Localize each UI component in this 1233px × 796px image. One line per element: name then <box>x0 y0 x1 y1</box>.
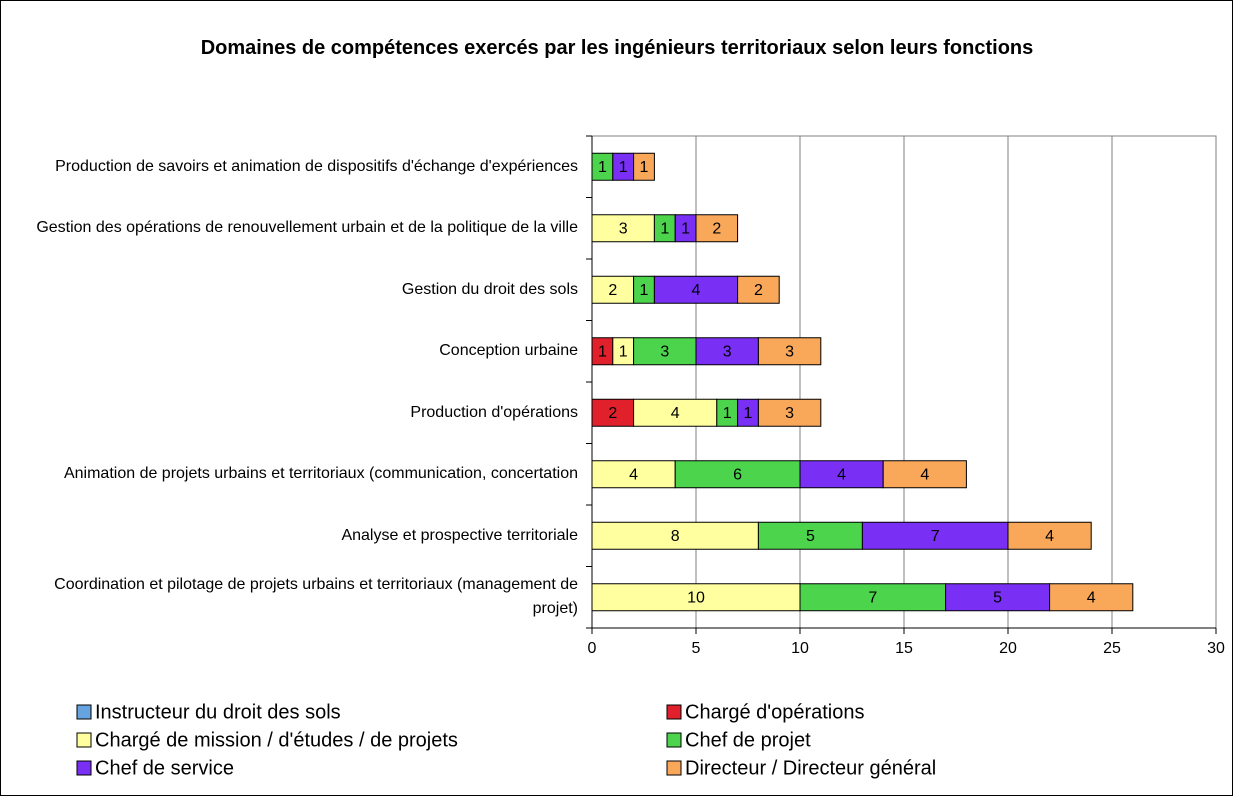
value-label: 1 <box>640 159 649 176</box>
bar-segment <box>799 583 947 612</box>
legend-swatch <box>76 732 92 748</box>
legend-swatch <box>76 760 92 776</box>
bar-segment <box>633 152 655 181</box>
x-tick-label: 25 <box>1103 640 1121 657</box>
value-label: 4 <box>692 282 701 299</box>
bar-segment <box>653 275 739 304</box>
legend-label: Instructeur du droit des sols <box>95 701 341 723</box>
value-label: 1 <box>619 159 628 176</box>
bar-segment <box>591 214 655 243</box>
category-label: Conception urbaine <box>439 342 578 360</box>
value-label: 10 <box>687 589 705 606</box>
legend-label: Chargé d'opérations <box>685 701 865 723</box>
legend-label: Chargé de mission / d'études / de projet… <box>95 729 458 751</box>
legend-swatch <box>76 704 92 720</box>
value-label: 1 <box>598 159 607 176</box>
category-label: Production d'opérations <box>410 403 578 421</box>
legend-swatch <box>666 732 682 748</box>
value-label: 7 <box>931 528 940 545</box>
bar-segment <box>695 214 739 243</box>
value-label: 1 <box>619 343 628 360</box>
value-label: 4 <box>920 466 929 483</box>
value-label: 1 <box>723 405 732 422</box>
legend-label: Directeur / Directeur général <box>685 757 936 779</box>
bar-segment <box>591 275 635 304</box>
bar-segment <box>757 521 863 550</box>
bar-segment <box>882 460 967 489</box>
value-label: 1 <box>640 282 649 299</box>
category-label: Gestion du droit des sols <box>401 280 578 298</box>
value-label: 2 <box>608 405 617 422</box>
value-label: 3 <box>785 343 794 360</box>
value-label: 3 <box>619 220 628 237</box>
bar-segment <box>633 337 697 366</box>
bar-segment <box>1007 521 1092 550</box>
legend-label: Chef de service <box>95 757 234 779</box>
value-label: 3 <box>723 343 732 360</box>
bar-segment <box>945 583 1051 612</box>
legend-label: Chef de projet <box>685 729 811 751</box>
value-label: 2 <box>712 220 721 237</box>
value-label: 5 <box>806 528 815 545</box>
value-label: 3 <box>660 343 669 360</box>
bar-segment <box>757 398 822 427</box>
x-tick-label: 30 <box>1207 640 1225 657</box>
category-label: Coordination et pilotage de projets urba… <box>54 576 578 618</box>
value-label: 2 <box>754 282 763 299</box>
legend-swatch <box>666 704 682 720</box>
value-label: 1 <box>598 343 607 360</box>
value-label: 7 <box>868 589 877 606</box>
value-label: 4 <box>1045 528 1054 545</box>
bar-segment <box>633 398 718 427</box>
value-label: 1 <box>660 220 669 237</box>
value-label: 5 <box>993 589 1002 606</box>
bar-segment <box>1049 583 1134 612</box>
bar-segment <box>737 275 780 304</box>
bar-segment <box>695 337 759 366</box>
value-label: 4 <box>1087 589 1096 606</box>
value-label: 4 <box>671 405 680 422</box>
value-label: 1 <box>681 220 690 237</box>
chart-title: Domaines de compétences exercés par les … <box>200 37 1034 59</box>
x-tick-label: 0 <box>588 640 597 657</box>
category-label: Production de savoirs et animation de di… <box>55 157 578 175</box>
x-tick-label: 10 <box>791 640 809 657</box>
value-label: 6 <box>733 466 742 483</box>
bar-segment <box>591 521 759 550</box>
value-label: 4 <box>837 466 846 483</box>
category-label: Analyse et prospective territoriale <box>341 526 578 544</box>
x-tick-label: 15 <box>895 640 913 657</box>
category-label: Gestion des opérations de renouvellement… <box>36 219 578 237</box>
bar-segment <box>757 337 822 366</box>
bar-segment <box>591 460 676 489</box>
bar-segment <box>674 460 801 489</box>
legend-swatch <box>666 760 682 776</box>
value-label: 1 <box>744 405 753 422</box>
value-label: 2 <box>608 282 617 299</box>
category-label: Animation de projets urbains et territor… <box>63 465 578 483</box>
bar-segment <box>799 460 884 489</box>
x-tick-label: 20 <box>999 640 1017 657</box>
value-label: 3 <box>785 405 794 422</box>
value-label: 4 <box>629 466 638 483</box>
x-tick-label: 5 <box>692 640 701 657</box>
value-label: 8 <box>671 528 680 545</box>
